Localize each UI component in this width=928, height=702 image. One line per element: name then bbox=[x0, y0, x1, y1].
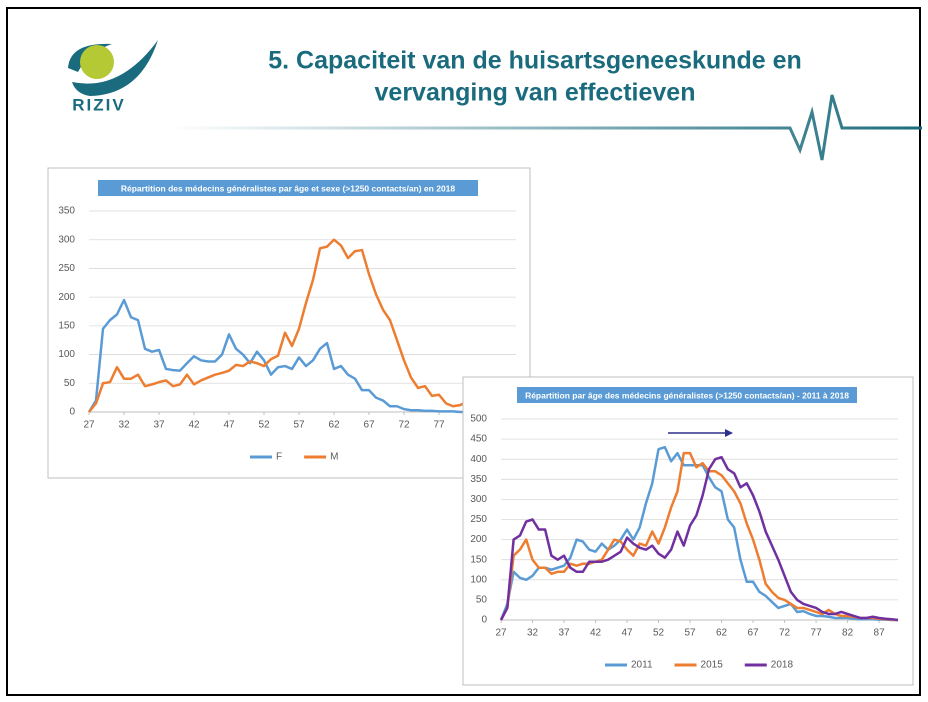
y-tick-label: 150 bbox=[58, 320, 75, 331]
arrow-head bbox=[725, 429, 733, 437]
legend-label: 2018 bbox=[771, 660, 794, 671]
x-tick-label: 57 bbox=[684, 628, 696, 639]
ecg-line bbox=[170, 94, 922, 161]
series-line bbox=[499, 451, 899, 622]
logo: RIZIV bbox=[68, 40, 158, 114]
y-tick-label: 400 bbox=[470, 454, 487, 465]
y-tick-label: 0 bbox=[481, 615, 487, 626]
y-tick-label: 50 bbox=[476, 595, 488, 606]
x-tick-label: 67 bbox=[748, 628, 760, 639]
y-tick-label: 350 bbox=[58, 206, 75, 217]
x-tick-label: 52 bbox=[258, 420, 270, 431]
x-tick-label: 37 bbox=[558, 628, 570, 639]
x-tick-label: 67 bbox=[363, 420, 375, 431]
slide-title: vervanging van effectieven bbox=[375, 79, 696, 107]
logo-swoosh bbox=[72, 40, 158, 96]
x-tick-label: 27 bbox=[83, 420, 95, 431]
y-tick-label: 250 bbox=[470, 514, 487, 525]
y-tick-label: 350 bbox=[470, 474, 487, 485]
y-tick-label: 200 bbox=[58, 292, 75, 303]
series-line bbox=[499, 455, 899, 622]
charts: Répartition des médecins généralistes pa… bbox=[47, 167, 914, 686]
x-tick-label: 27 bbox=[495, 628, 507, 639]
y-tick-label: 250 bbox=[58, 263, 75, 274]
legend-label: 2015 bbox=[701, 660, 724, 671]
x-tick-label: 52 bbox=[653, 628, 665, 639]
logo-dot bbox=[80, 45, 114, 79]
chart-title-box bbox=[517, 387, 857, 403]
x-tick-label: 62 bbox=[716, 628, 728, 639]
x-tick-label: 82 bbox=[842, 628, 854, 639]
x-tick-label: 87 bbox=[874, 628, 886, 639]
x-tick-label: 47 bbox=[223, 420, 235, 431]
y-tick-label: 450 bbox=[470, 434, 487, 445]
legend-label: 2011 bbox=[631, 660, 653, 671]
logo-text: RIZIV bbox=[72, 95, 125, 114]
slide-title: 5. Capaciteit van de huisartsgeneeskunde… bbox=[268, 47, 802, 75]
x-tick-label: 42 bbox=[590, 628, 602, 639]
y-tick-label: 50 bbox=[64, 378, 76, 389]
x-tick-label: 47 bbox=[621, 628, 633, 639]
chart-frame bbox=[47, 167, 531, 479]
y-tick-label: 0 bbox=[69, 407, 75, 418]
series-line bbox=[87, 298, 502, 414]
x-tick-label: 72 bbox=[779, 628, 791, 639]
chart: Répartition des médecins généralistes pa… bbox=[47, 167, 531, 479]
legend-label: M bbox=[330, 452, 338, 463]
y-tick-label: 300 bbox=[58, 234, 75, 245]
y-tick-label: 100 bbox=[58, 349, 75, 360]
legend-label: F bbox=[276, 452, 282, 463]
x-tick-label: 42 bbox=[188, 420, 200, 431]
chart: Répartition par âge des médecins général… bbox=[462, 376, 914, 686]
x-tick-label: 72 bbox=[398, 420, 410, 431]
x-tick-label: 32 bbox=[527, 628, 539, 639]
chart-title-box bbox=[98, 180, 478, 196]
x-tick-label: 62 bbox=[328, 420, 340, 431]
x-tick-label: 77 bbox=[433, 420, 445, 431]
x-tick-label: 57 bbox=[293, 420, 305, 431]
y-tick-label: 200 bbox=[470, 534, 487, 545]
y-tick-label: 150 bbox=[470, 554, 487, 565]
series-line bbox=[88, 238, 503, 413]
x-tick-label: 37 bbox=[153, 420, 165, 431]
y-tick-label: 300 bbox=[470, 494, 487, 505]
chart-title: Répartition par âge des médecins général… bbox=[525, 390, 849, 400]
y-tick-label: 500 bbox=[470, 414, 487, 425]
x-tick-label: 77 bbox=[811, 628, 823, 639]
logo-swoosh bbox=[68, 43, 112, 72]
chart-title: Répartition des médecins généralistes pa… bbox=[121, 183, 456, 193]
x-tick-label: 32 bbox=[118, 420, 130, 431]
y-tick-label: 100 bbox=[470, 574, 487, 585]
